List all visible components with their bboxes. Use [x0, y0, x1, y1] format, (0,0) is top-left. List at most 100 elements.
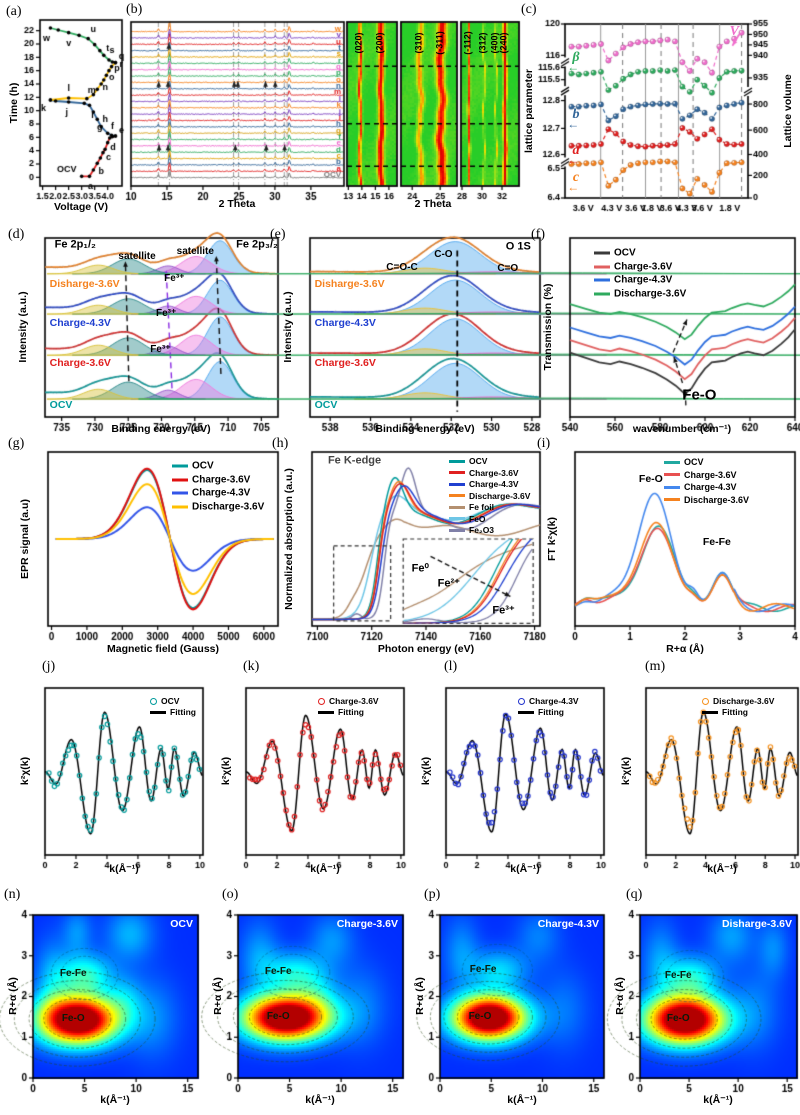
x-axis-label: Voltage (V) [53, 200, 109, 213]
legend-item-fitting: Fitting [150, 707, 196, 717]
legend-label: Discharge-3.6V [192, 501, 265, 512]
legend-label: Fe₂O3 [469, 525, 495, 535]
legend-line-marker [594, 278, 610, 282]
annotation: Fe 2p₃/₂ [236, 238, 278, 251]
panel-label-d: (d) [8, 227, 25, 242]
legend-circle-marker [318, 697, 325, 705]
annotation: Charge-3.6V [49, 357, 111, 370]
panel-label-o: (o) [222, 887, 239, 902]
x-axis-label: 2 Theta [218, 197, 256, 210]
legend-label: Fitting [170, 707, 196, 717]
legend-item-ocv: OCV [172, 461, 214, 472]
x-axis-label: R+α (Å) [666, 642, 704, 655]
series-arrow: ← [567, 117, 580, 132]
legend-circle-marker [518, 697, 525, 705]
panel-label-q: (q) [626, 887, 643, 902]
x-axis-label: wavenumber (cm⁻¹) [632, 422, 732, 435]
legend-circle-marker [702, 697, 709, 705]
legend-label: Discharge-3.6V [684, 494, 750, 505]
x-axis-label: Photon energy (eV) [377, 642, 475, 655]
annotation: Fe-O [682, 386, 717, 404]
legend-label: Charge-4.3V [529, 696, 579, 706]
legend-label: Charge-3.6V [329, 696, 379, 706]
legend-line-marker [664, 498, 680, 501]
series-label: a [572, 143, 580, 159]
legend-label: OCV [684, 457, 704, 467]
series-arrow: ← [567, 59, 580, 74]
legend-line-marker [172, 491, 188, 495]
y-axis-label: k²χ(k) [219, 756, 232, 786]
legend-label: FeO [469, 513, 486, 524]
y-axis-label: Time (h) [7, 82, 20, 124]
series-arrow: ← [567, 152, 580, 167]
legend-line-marker [318, 710, 334, 714]
legend-line-marker [150, 710, 166, 714]
legend-item-charge-3-6v: Charge-3.6V [664, 470, 737, 480]
x-axis-label: k(Å⁻¹) [305, 1093, 335, 1106]
legend-item-discharge-3-6v: Discharge-3.6V [664, 495, 749, 505]
reflection-label: (020) [353, 32, 364, 54]
legend-line-marker [702, 710, 718, 714]
legend-line-marker [594, 265, 610, 268]
annotation: Fe-Fe [469, 964, 497, 975]
legend-item-fitting: Fitting [518, 707, 564, 717]
legend-line-marker [664, 485, 680, 489]
legend-line-marker [449, 471, 465, 474]
panel-label-a: (a) [6, 4, 22, 19]
reflection-label: (312) [477, 32, 488, 54]
x-axis-label: Magnetic field (Gauss) [106, 642, 220, 655]
legend-item-charge-4-3v: Charge-4.3V [172, 488, 250, 499]
annotation: Fe³⁺ [492, 604, 515, 617]
annotation: satellite [176, 246, 214, 258]
legend-label: Charge-3.6V [192, 474, 251, 485]
legend-item-discharge-3-6v: Discharge-3.6V [702, 696, 774, 706]
annotation: Fe 2p₁/₂ [54, 238, 96, 251]
legend-item-charge-4-3v: Charge-4.3V [664, 482, 737, 492]
annotation: OCV [314, 399, 338, 412]
x-axis-label: 2 Theta [414, 197, 452, 210]
y-axis-label: k²χ(k) [619, 756, 632, 786]
annotation: C=O-C [386, 261, 418, 273]
legend-item-charge-4-3v: Charge-4.3V [518, 696, 579, 706]
legend-label: OCV [161, 696, 180, 706]
annotation: Charge-4.3V [314, 316, 376, 329]
legend-label: Charge-4.3V [684, 482, 737, 492]
x-axis-label: k(Å⁻¹) [707, 862, 737, 875]
reflection-label: (200) [374, 32, 385, 54]
panel-label-i: (i) [537, 436, 551, 451]
x-axis-label: Binding energy (eV) [111, 422, 211, 435]
x-axis-label: k(Å⁻¹) [703, 1093, 733, 1106]
y-axis-label: R+α (Å) [211, 977, 224, 1015]
annotation: Charge-4.3V [49, 316, 111, 329]
annotation: Charge-3.6V [314, 357, 376, 370]
legend-item-ocv: OCV [664, 457, 704, 467]
panel-label-f: (f) [531, 227, 545, 242]
panel-label-j: (j) [42, 659, 56, 674]
legend-label: Fe foil [469, 502, 495, 512]
legend-item-charge-4-3v: Charge-4.3V [594, 275, 672, 286]
annotation: Fe-O [468, 1010, 492, 1022]
legend-label: Fitting [338, 707, 364, 717]
y-axis-label: k²χ(k) [18, 756, 31, 786]
panel-label-n: (n) [4, 887, 21, 902]
annotation: Fe²⁺ [437, 577, 460, 590]
y-axis-label: FT k²χ(k) [545, 517, 558, 561]
legend-item-fe-o3: Fe₂O3 [449, 525, 494, 535]
annotation: Fe³⁺ [164, 273, 185, 285]
legend-item-discharge-3-6v: Discharge-3.6V [172, 501, 264, 512]
panel-label-c: (c) [521, 2, 537, 17]
panel-label-e: (e) [270, 227, 286, 242]
x-axis-label: k(Å⁻¹) [507, 1093, 537, 1106]
annotation: Fe-O [638, 472, 663, 485]
reflection-label: (-112) [462, 31, 473, 55]
panel-title: OCV [170, 917, 193, 930]
reflection-label: (310) [413, 32, 424, 54]
legend-line-marker [664, 473, 680, 476]
legend-item-discharge-3-6v: Discharge-3.6V [449, 491, 530, 501]
legend-item-ocv: OCV [594, 248, 636, 259]
y-axis-label: Intensity (a.u.) [281, 291, 294, 363]
annotation: Fe-Fe [59, 968, 87, 980]
panel-label-b: (b) [126, 2, 143, 17]
x-axis-label: k(Å⁻¹) [310, 862, 340, 875]
